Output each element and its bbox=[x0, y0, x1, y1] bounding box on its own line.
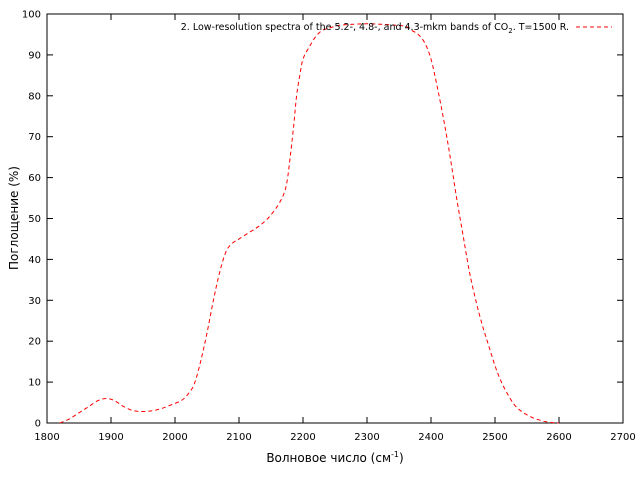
y-tick-label: 30 bbox=[28, 296, 41, 307]
series-0-line bbox=[59, 23, 560, 424]
y-tick-label: 90 bbox=[28, 50, 41, 61]
x-tick-label: 2300 bbox=[354, 432, 379, 443]
x-tick-label: 2400 bbox=[418, 432, 443, 443]
y-tick-label: 60 bbox=[28, 173, 41, 184]
y-tick-label: 10 bbox=[28, 378, 41, 389]
legend-label: 2. Low-resolution spectra of the 5.2-, 4… bbox=[181, 22, 569, 35]
x-tick-label: 2100 bbox=[226, 432, 251, 443]
x-axis-title-sup: -1 bbox=[391, 450, 399, 459]
x-axis-title-close: ) bbox=[399, 451, 404, 465]
x-tick-label: 1800 bbox=[34, 432, 59, 443]
legend-label-sub: 2 bbox=[508, 27, 512, 35]
x-tick-label: 2200 bbox=[290, 432, 315, 443]
x-tick-label: 2700 bbox=[610, 432, 635, 443]
y-tick-label: 40 bbox=[28, 255, 41, 266]
y-tick-label: 20 bbox=[28, 337, 41, 348]
tick-labels: 1800 1900 2000 2100 2200 2300 2400 2500 2600 2700… bbox=[22, 10, 636, 444]
plot-frame bbox=[46, 13, 624, 424]
y-tick-label: 100 bbox=[22, 10, 41, 21]
y-tick-label: 50 bbox=[28, 214, 41, 225]
ticks bbox=[46, 13, 624, 424]
y-tick-label: 80 bbox=[28, 91, 41, 102]
y-tick-label: 70 bbox=[28, 132, 41, 143]
x-tick-label: 1900 bbox=[98, 432, 123, 443]
x-tick-label: 2500 bbox=[482, 432, 507, 443]
x-tick-label: 2600 bbox=[546, 432, 571, 443]
y-axis-title: Поглощение (%) bbox=[7, 166, 21, 270]
x-tick-label: 2000 bbox=[162, 432, 187, 443]
legend-label-tail: . T=1500 R. bbox=[513, 22, 569, 33]
x-axis-title: Волновое число (см-1) bbox=[266, 450, 403, 465]
y-tick-label: 0 bbox=[35, 419, 41, 430]
